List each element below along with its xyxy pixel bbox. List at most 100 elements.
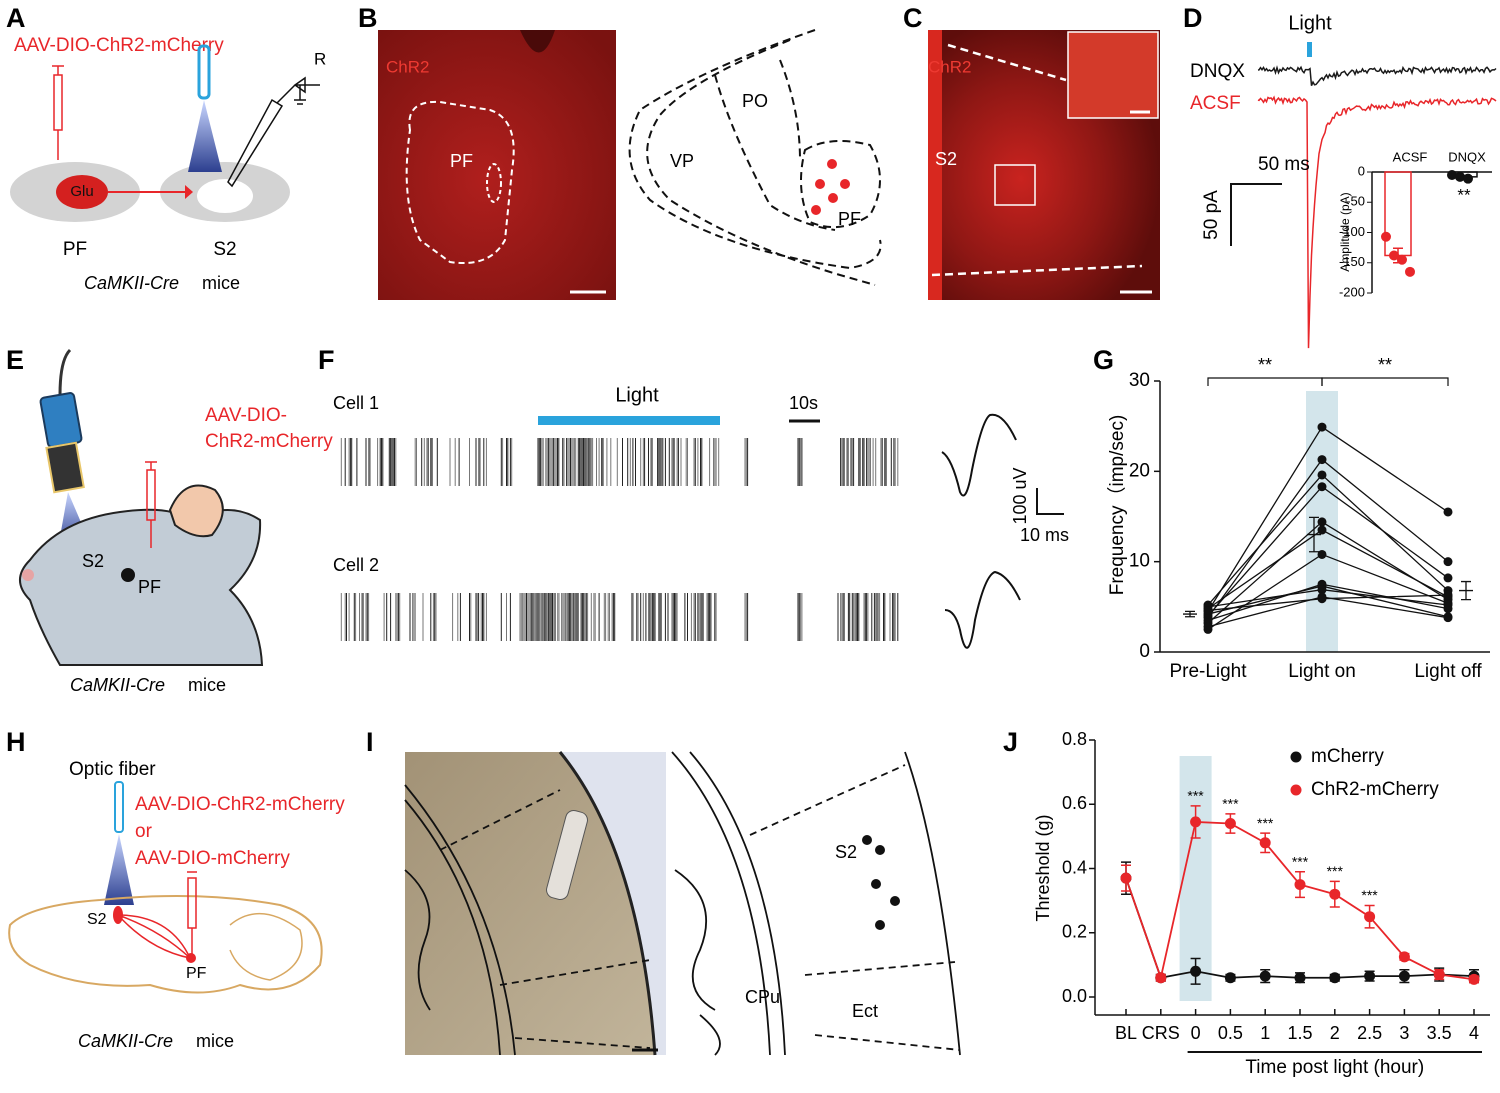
atlas-label: PO xyxy=(742,91,768,111)
data-point xyxy=(1190,965,1202,977)
virus-label: ChR2-mCherry xyxy=(205,431,333,452)
data-point xyxy=(1397,254,1407,265)
legend-marker xyxy=(1290,751,1302,763)
data-point xyxy=(1224,818,1236,830)
mean-sem xyxy=(1307,516,1321,553)
mice-label: mice xyxy=(202,273,240,293)
light-cone xyxy=(104,834,134,905)
data-point xyxy=(1317,525,1327,535)
fiber xyxy=(114,781,124,833)
data-point xyxy=(1443,600,1453,610)
waveform xyxy=(941,413,1017,497)
cell-label: Cell 2 xyxy=(333,555,379,575)
significance: *** xyxy=(1257,815,1274,831)
nose xyxy=(22,569,34,581)
data-point xyxy=(1455,171,1465,182)
data-point xyxy=(1317,549,1327,559)
time-scale: 10s xyxy=(789,393,818,413)
inset-image xyxy=(1067,31,1159,119)
fiber-track xyxy=(546,809,588,901)
mouse-line: CaMKII-Cre xyxy=(70,675,165,695)
panel-letter: C xyxy=(903,3,923,33)
y-tick-label: 10 xyxy=(1129,551,1150,572)
y-axis-label: Threshold (g) xyxy=(1033,814,1053,921)
data-point xyxy=(1120,872,1132,884)
stain-label: ChR2 xyxy=(386,57,429,76)
trace-label: DNQX xyxy=(1190,61,1245,82)
data-point xyxy=(1389,250,1399,261)
data-point xyxy=(1381,231,1391,242)
light-pulse xyxy=(1307,42,1312,57)
y-axis-label: Amplitude (pA) xyxy=(1338,192,1352,271)
legend-label: ChR2-mCherry xyxy=(1311,779,1439,800)
histology-image xyxy=(378,30,616,300)
glu-label: Glu xyxy=(70,183,93,200)
data-point xyxy=(1398,951,1410,963)
inner-outline xyxy=(486,163,502,203)
series-line xyxy=(1125,820,1475,981)
mean-sem xyxy=(1183,610,1197,618)
ferrule xyxy=(45,441,85,494)
data-point xyxy=(1433,969,1445,981)
panel-letter: I xyxy=(366,727,374,757)
cerebellum xyxy=(229,913,303,981)
panel-d: D Light DNQX ACSF 50 ms 50 pA xyxy=(1183,3,1497,349)
mouse-head xyxy=(19,508,264,666)
light-bar xyxy=(538,416,720,425)
waveform xyxy=(944,570,1021,649)
data-point xyxy=(1259,837,1271,849)
y-tick-label: -200 xyxy=(1339,284,1365,299)
charts: 0 -50 -100 -150 -200 Amplitude (pA) ACSF DNQX **… xyxy=(1033,149,1492,1078)
legend-label: mCherry xyxy=(1311,746,1384,767)
virus-label: AAV-DIO-mCherry xyxy=(135,848,290,869)
atlas-label: CPu xyxy=(745,987,780,1007)
data-point xyxy=(1443,590,1453,600)
x-tick-label: 0 xyxy=(1191,1023,1201,1043)
panel-letter: B xyxy=(358,3,378,33)
panel-letter: E xyxy=(6,345,24,375)
x-tick-label: ACSF xyxy=(1393,149,1428,164)
atlas-label: Ect xyxy=(852,1001,878,1021)
data-point xyxy=(1317,470,1327,480)
image-shadow xyxy=(520,30,555,53)
significance: ** xyxy=(1378,355,1392,375)
data-point xyxy=(1364,970,1376,982)
atlas-overlay xyxy=(404,751,961,1056)
data-point xyxy=(1317,594,1327,604)
data-point xyxy=(1203,605,1213,615)
fiber xyxy=(197,44,211,100)
ear xyxy=(168,484,224,538)
data-point xyxy=(1317,482,1327,492)
spike-trains xyxy=(340,438,899,641)
x-tick-label: Light on xyxy=(1288,661,1356,682)
fiber-cable xyxy=(58,348,72,396)
pf-label: PF xyxy=(450,151,473,171)
terminal xyxy=(185,185,193,199)
y-tick-label: 0 xyxy=(1358,163,1365,178)
significance: ** xyxy=(1258,355,1272,375)
y-tick-label: -50 xyxy=(1346,194,1365,209)
mouse-line: CaMKII-Cre xyxy=(78,1031,173,1051)
significance: *** xyxy=(1292,853,1309,869)
x-tick-label: CRS xyxy=(1142,1023,1180,1043)
data-point xyxy=(1447,170,1457,181)
brain-outline xyxy=(8,895,323,994)
scale-bar xyxy=(1036,488,1064,515)
data-point xyxy=(1259,970,1271,982)
s2-site xyxy=(113,906,123,924)
virus-label: AAV-DIO- xyxy=(205,405,287,426)
atlas-label: PF xyxy=(838,209,861,229)
x-axis-label: Time post light (hour) xyxy=(1245,1057,1424,1078)
region-label: S2 xyxy=(935,149,957,169)
x-tick-label: 3.5 xyxy=(1427,1023,1452,1043)
x-tick-label: Pre-Light xyxy=(1169,661,1247,682)
significance: *** xyxy=(1327,863,1344,879)
scale-bar xyxy=(1230,183,1282,246)
panel-e: E AAV-DIO- ChR2-mCherry S2 PF CaMKII-Cre… xyxy=(6,345,333,695)
or-label: or xyxy=(135,821,153,842)
panel-b: B ChR2 PF VP PO PF xyxy=(358,3,882,300)
data-point xyxy=(1203,615,1213,625)
site-label: PF xyxy=(138,577,161,597)
